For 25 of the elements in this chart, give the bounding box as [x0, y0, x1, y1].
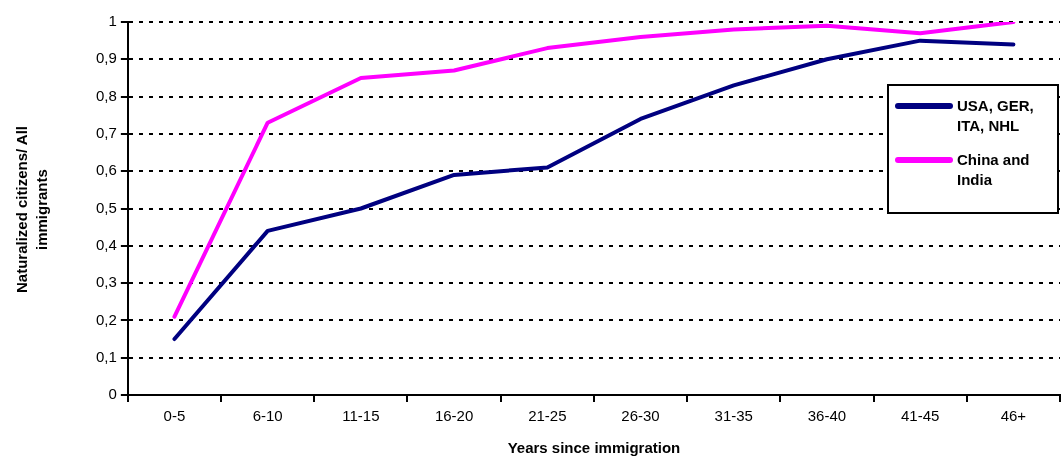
x-tick-label: 21-25	[528, 407, 567, 425]
y-tick-label: 0	[108, 385, 117, 403]
legend-label: USA, GER, ITA, NHL	[957, 96, 1035, 136]
x-tick-label: 26-30	[621, 407, 660, 425]
y-tick-label: 1	[108, 12, 117, 30]
y-tick-label: 0,9	[95, 49, 117, 67]
x-tick-label: 41-45	[900, 407, 940, 425]
legend-label: China and India	[957, 150, 1031, 190]
y-axis-title: Naturalized citizens/ All immigrants	[12, 125, 51, 296]
x-tick-label: 31-35	[714, 407, 753, 425]
y-tick-label: 0,6	[95, 161, 117, 179]
x-tick-label: 0-5	[163, 407, 186, 425]
x-axis-title: Years since immigration	[507, 439, 681, 457]
x-tick-label: 11-15	[342, 407, 380, 425]
y-tick-label: 0,5	[95, 198, 117, 216]
y-tick-label: 0,3	[95, 273, 117, 291]
y-tick-label: 0,7	[95, 124, 117, 142]
x-tick-label: 6-10	[252, 407, 283, 425]
x-tick-label: 36-40	[807, 407, 847, 425]
x-tick-label: 46+	[1000, 407, 1027, 425]
y-tick-label: 0,8	[95, 86, 117, 104]
y-tick-label: 0,4	[95, 235, 117, 253]
y-tick-label: 0,1	[95, 347, 117, 365]
x-tick-label: 16-20	[434, 407, 474, 425]
y-tick-label: 0,2	[95, 310, 117, 328]
